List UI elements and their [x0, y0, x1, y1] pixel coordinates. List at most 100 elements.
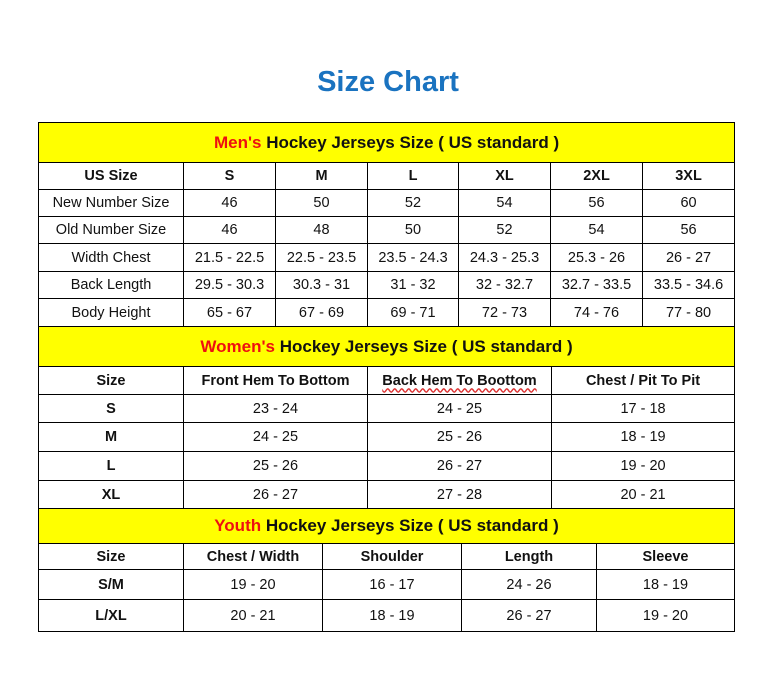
- column-header-label: 3XL: [675, 168, 702, 184]
- row-label: L/XL: [38, 599, 184, 632]
- section-heading: Hockey Jerseys Size ( US standard ): [261, 516, 559, 535]
- table-cell: 56: [641, 216, 736, 244]
- table-row: Body Height 65 - 67 67 - 69 69 - 71 72 - 73 7…: [38, 298, 736, 327]
- table-cell: 25 - 26: [367, 422, 552, 452]
- table-cell: 21.5 - 22.5: [183, 243, 276, 272]
- table-cell: 32.7 - 33.5: [550, 271, 643, 299]
- men-section-header: Men's Hockey Jerseys Size ( US standard …: [37, 122, 736, 163]
- column-header-row: US Size S M L XL 2XL 3XL: [38, 162, 736, 190]
- page-title: Size Chart: [317, 66, 459, 98]
- column-header: XL: [458, 162, 551, 190]
- column-header-label: Chest / Pit To Pit: [585, 372, 701, 389]
- column-header-row: Size Chest / Width Shoulder Length Sleeve: [38, 543, 735, 570]
- column-header: M: [275, 162, 368, 190]
- column-header-label: Shoulder: [360, 548, 424, 565]
- column-header-label: Sleeve: [642, 548, 689, 565]
- table-cell: 20 - 21: [183, 599, 323, 632]
- women-size-table: Women's Hockey Jerseys Size ( US standar…: [37, 326, 736, 509]
- column-header: US Size: [38, 162, 184, 190]
- table-cell: 26 - 27: [183, 480, 368, 509]
- youth-size-table: Youth Hockey Jerseys Size ( US standard …: [38, 508, 735, 632]
- table-cell: 32 - 32.7: [458, 271, 551, 299]
- table-cell: 20 - 21: [550, 480, 736, 509]
- women-section-header: Women's Hockey Jerseys Size ( US standar…: [37, 326, 736, 367]
- table-cell: 46: [183, 216, 276, 244]
- table-cell: 46: [183, 189, 276, 217]
- column-header: Sleeve: [596, 543, 735, 570]
- table-cell: 30.3 - 31: [275, 271, 368, 299]
- table-cell: 50: [367, 216, 459, 244]
- men-size-table: Men's Hockey Jerseys Size ( US standard …: [37, 122, 736, 327]
- table-cell: 24.3 - 25.3: [458, 243, 551, 272]
- table-cell: 54: [458, 189, 551, 217]
- table-cell: 17 - 18: [550, 394, 736, 423]
- table-cell: 48: [275, 216, 368, 244]
- column-header: Size: [38, 366, 184, 395]
- table-row: XL 26 - 27 27 - 28 20 - 21: [38, 480, 736, 509]
- table-cell: 22.5 - 23.5: [275, 243, 368, 272]
- table-cell: 33.5 - 34.6: [641, 271, 736, 299]
- column-header-label: Size: [96, 548, 126, 565]
- table-cell: 23.5 - 24.3: [367, 243, 459, 272]
- table-row: M 24 - 25 25 - 26 18 - 19: [38, 422, 736, 452]
- table-cell: 16 - 17: [322, 569, 462, 600]
- column-header-label: Chest / Width: [206, 548, 300, 565]
- column-header-label: XL: [495, 168, 514, 184]
- section-highlight: Women's: [200, 336, 275, 356]
- table-row: L 25 - 26 26 - 27 19 - 20: [38, 451, 736, 481]
- column-header-label: Size: [96, 372, 126, 389]
- table-cell: 31 - 32: [367, 271, 459, 299]
- table-cell: 18 - 19: [322, 599, 462, 632]
- table-cell: 60: [641, 189, 736, 217]
- youth-section-header: Youth Hockey Jerseys Size ( US standard …: [38, 508, 735, 544]
- table-cell: 24 - 25: [367, 394, 552, 423]
- table-cell: 26 - 27: [641, 243, 736, 272]
- section-heading: Hockey Jerseys Size ( US standard ): [274, 336, 573, 356]
- table-cell: 50: [275, 189, 368, 217]
- table-cell: 27 - 28: [367, 480, 552, 509]
- column-header: Shoulder: [322, 543, 462, 570]
- table-cell: 54: [550, 216, 643, 244]
- table-row: Old Number Size 46 48 50 52 54 56: [38, 216, 736, 244]
- table-cell: 74 - 76: [550, 298, 643, 327]
- table-cell: 19 - 20: [550, 451, 736, 481]
- table-cell: 77 - 80: [641, 298, 736, 327]
- row-label: Body Height: [38, 298, 184, 327]
- table-cell: 19 - 20: [183, 569, 323, 600]
- row-label: XL: [38, 480, 184, 509]
- column-header: Chest / Pit To Pit: [550, 366, 736, 395]
- column-header: Front Hem To Bottom: [183, 366, 368, 395]
- table-cell: 29.5 - 30.3: [183, 271, 276, 299]
- table-cell: 25.3 - 26: [550, 243, 643, 272]
- table-cell: 24 - 25: [183, 422, 368, 452]
- column-header: Chest / Width: [183, 543, 323, 570]
- table-cell: 18 - 19: [596, 569, 735, 600]
- table-cell: 26 - 27: [461, 599, 597, 632]
- column-header-row: Size Front Hem To Bottom Back Hem To Boott…: [38, 366, 736, 395]
- table-cell: 52: [367, 189, 459, 217]
- table-cell: 19 - 20: [596, 599, 735, 632]
- column-header: 2XL: [550, 162, 643, 190]
- row-label: Width Chest: [38, 243, 184, 272]
- table-cell: 56: [550, 189, 643, 217]
- row-label: S: [38, 394, 184, 423]
- section-highlight: Men's: [213, 132, 262, 152]
- table-row: Width Chest 21.5 - 22.5 22.5 - 23.5 23.5 - …: [38, 243, 736, 272]
- table-row: S/M 19 - 20 16 - 17 24 - 26 18 - 19: [38, 569, 735, 600]
- column-header-label: Length: [504, 548, 554, 565]
- section-highlight: Youth: [214, 516, 262, 535]
- table-row: S 23 - 24 24 - 25 17 - 18: [38, 394, 736, 423]
- table-row: New Number Size 46 50 52 54 56 60: [38, 189, 736, 217]
- column-header: S: [183, 162, 276, 190]
- column-header: Length: [461, 543, 597, 570]
- row-label: M: [38, 422, 184, 452]
- table-cell: 25 - 26: [183, 451, 368, 481]
- column-header-label: Back Hem To Boottom: [382, 372, 537, 389]
- section-heading: Hockey Jerseys Size ( US standard ): [261, 132, 560, 152]
- column-header: Size: [38, 543, 184, 570]
- column-header-label: Front Hem To Bottom: [201, 372, 350, 389]
- table-cell: 18 - 19: [550, 422, 736, 452]
- column-header: Back Hem To Boottom: [367, 366, 552, 395]
- row-label: Old Number Size: [38, 216, 184, 244]
- column-header-label: M: [315, 168, 328, 184]
